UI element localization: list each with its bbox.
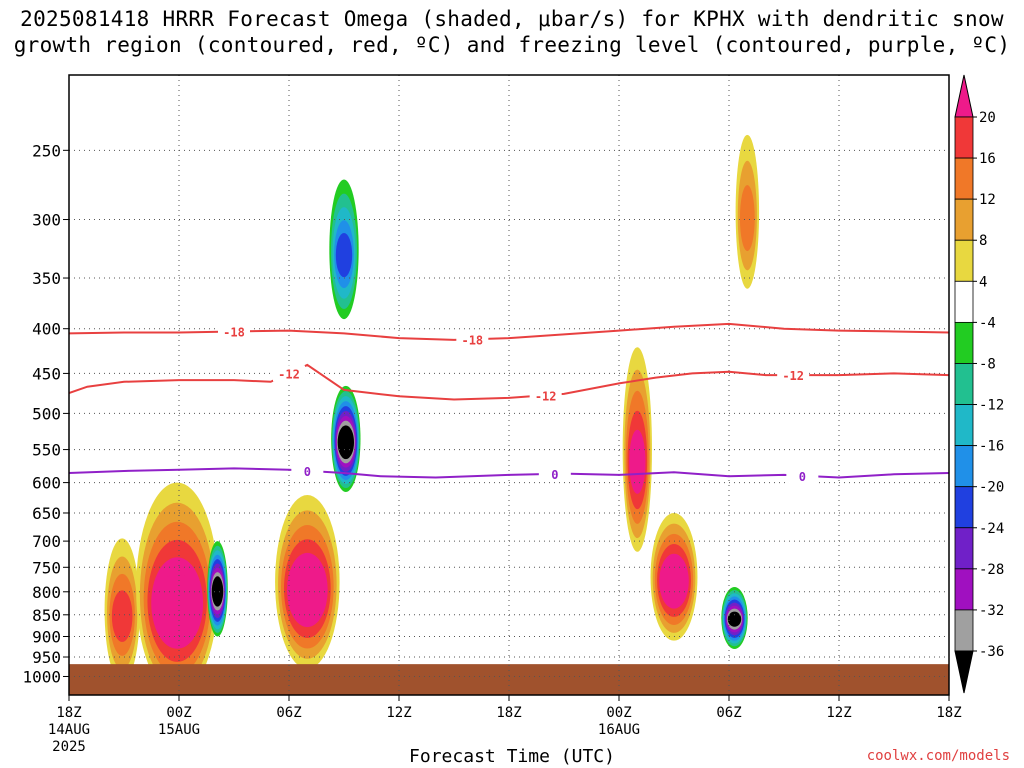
colorbar-label-11: -28 — [979, 562, 1004, 578]
title-line-2: growth region (contoured, red, ºC) and f… — [13, 33, 1011, 57]
ytick-label-400: 400 — [32, 320, 61, 339]
colorbar-swatch-2 — [954, 157, 974, 200]
omega-blob-8-level-8 — [727, 611, 742, 627]
colorbar-label-9: -20 — [979, 480, 1004, 496]
colorbar-label-3: 8 — [979, 233, 987, 249]
ytick-label-750: 750 — [32, 558, 61, 577]
contour-label-bg-0-1 — [456, 331, 489, 348]
ytick-label-850: 850 — [32, 606, 61, 625]
chart-title: 2025081418 HRRR Forecast Omega (shaded, … — [0, 6, 1024, 58]
ground-fill — [69, 664, 949, 695]
colorbar-swatch-13 — [954, 609, 974, 652]
omega-blob-7-level-5 — [661, 563, 687, 601]
omega-blob-0-level-3 — [111, 590, 133, 642]
omega-shading — [104, 134, 760, 695]
xtick-date-30: 16AUG — [598, 722, 640, 738]
xtick-label-18: 12Z — [386, 705, 411, 721]
contour-label-bg-1-2 — [777, 367, 810, 384]
temperature-contours: -18 -18 -12 -12 -12 0 0 0 — [69, 322, 949, 484]
ytick-label-450: 450 — [32, 364, 61, 383]
contour-label-bg-2-2 — [786, 467, 819, 484]
colorbar-legend: 20 16 12 8 4 -4 -8 -12 -16 -20 -24 -28 -32 -36 — [954, 74, 1004, 694]
xtick-label-12: 06Z — [276, 705, 301, 721]
colorbar-swatch-5 — [954, 280, 974, 323]
colorbar-swatch-6 — [954, 321, 974, 364]
omega-blob-3-level-5 — [289, 566, 325, 616]
title-line-1: 2025081418 HRRR Forecast Omega (shaded, … — [20, 7, 1004, 31]
x-axis-title: Forecast Time (UTC) — [409, 746, 615, 767]
colorbar-swatch-11 — [954, 527, 974, 570]
colorbar-label-8: -16 — [979, 439, 1004, 455]
colorbar-label-4: 4 — [979, 274, 987, 290]
ytick-label-550: 550 — [32, 441, 61, 460]
colorbar-label-0: 20 — [979, 110, 996, 126]
ytick-label-500: 500 — [32, 404, 61, 423]
xtick-label-36: 06Z — [716, 705, 741, 721]
xtick-label-6: 00Z — [166, 705, 191, 721]
ytick-label-350: 350 — [32, 269, 61, 288]
colorbar-top-arrow — [954, 74, 974, 118]
colorbar-swatch-3 — [954, 198, 974, 241]
omega-blob-1-level-5 — [155, 573, 200, 636]
contour-label-1-1: -12 — [535, 389, 557, 403]
omega-blob-9-level-2 — [739, 185, 755, 252]
xtick-label-30: 00Z — [606, 705, 631, 721]
ytick-label-600: 600 — [32, 474, 61, 493]
xtick-label-0: 18Z — [56, 705, 81, 721]
colorbar-swatch-9 — [954, 445, 974, 488]
ytick-label-250: 250 — [32, 141, 61, 160]
ytick-label-300: 300 — [32, 211, 61, 230]
colorbar-swatch-10 — [954, 486, 974, 529]
contour-label-bg-0-0 — [218, 323, 250, 340]
xtick-label-42: 12Z — [826, 705, 851, 721]
contour-label-1-2: -12 — [782, 369, 804, 383]
contour-label-2-1: 0 — [551, 468, 558, 482]
ytick-label-800: 800 — [32, 583, 61, 602]
colorbar-label-12: -32 — [979, 603, 1004, 619]
contour-label-bg-1-0 — [273, 365, 305, 382]
contour-label-bg-2-1 — [538, 465, 571, 482]
contour-line-0 — [69, 322, 949, 341]
xtick-year-0: 2025 — [52, 739, 86, 755]
colorbar-swatch-8 — [954, 404, 974, 447]
contour-label-bg-1-1 — [529, 387, 562, 404]
contour-label-bg-2-0 — [291, 462, 324, 479]
omega-blob-2-level-9 — [212, 580, 223, 603]
contour-label-2-2: 0 — [799, 470, 806, 484]
colorbar-label-5: -4 — [979, 315, 996, 331]
colorbar-swatch-12 — [954, 568, 974, 611]
ytick-label-650: 650 — [32, 504, 61, 523]
contour-line-1 — [69, 363, 949, 401]
omega-blob-6-level-4 — [629, 429, 646, 494]
colorbar-label-2: 12 — [979, 192, 996, 208]
xtick-label-24: 18Z — [496, 705, 521, 721]
xtick-date-6: 15AUG — [158, 722, 200, 738]
xtick-date-0: 14AUG — [48, 722, 90, 738]
contour-label-0-0: -18 — [223, 326, 245, 340]
ytick-label-1000: 1000 — [22, 667, 61, 686]
omega-blob-5-level-4 — [335, 232, 353, 278]
colorbar-bottom-arrow — [954, 650, 974, 694]
colorbar-swatch-1 — [954, 116, 974, 159]
contour-label-0-1: -18 — [461, 333, 483, 347]
y-axis-ticks: 250 300 350 400 450 500 550 600 650 700 750 800 850 9… — [22, 141, 69, 686]
xtick-label-48: 18Z — [936, 705, 961, 721]
ytick-label-900: 900 — [32, 627, 61, 646]
colorbar-swatch-7 — [954, 363, 974, 405]
contour-label-1-0: -12 — [278, 367, 300, 381]
colorbar-label-1: 16 — [979, 151, 996, 167]
colorbar-label-10: -24 — [979, 521, 1004, 537]
ground-layer — [69, 664, 949, 695]
colorbar-label-13: -36 — [979, 644, 1004, 660]
ytick-label-950: 950 — [32, 648, 61, 667]
colorbar-label-7: -12 — [979, 398, 1004, 414]
colorbar-swatch-4 — [954, 239, 974, 282]
contour-label-2-0: 0 — [304, 465, 311, 479]
colorbar-label-6: -8 — [979, 356, 996, 372]
ytick-label-700: 700 — [32, 532, 61, 551]
omega-blob-4-level-9 — [338, 430, 354, 455]
credit-link[interactable]: coolwx.com/models — [866, 748, 1010, 764]
